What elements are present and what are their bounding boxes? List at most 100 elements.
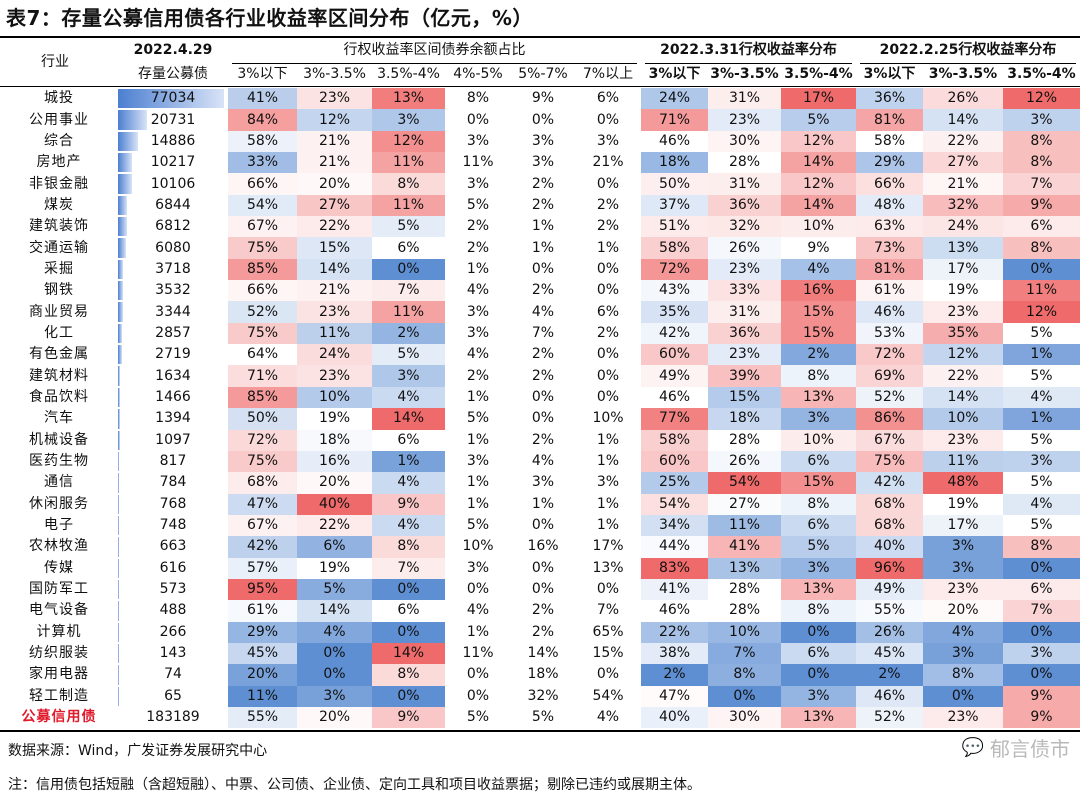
value-cell-d0331-2: 8% — [781, 493, 856, 515]
value-cell-d0331-1: 26% — [708, 237, 781, 259]
table-row: 计算机 266 29% 4% 0% 1% 2% 65% 22% 10% 0% 26% 4% 0% — [0, 621, 1080, 643]
value-cell-d0331-0: 2% — [641, 664, 708, 686]
value-cell-share-5: 0% — [596, 111, 620, 128]
value-cell-share-3: 0% — [466, 666, 490, 683]
industry-cell: 汽车 — [44, 410, 74, 427]
value-cell-d0225-2: 12% — [1003, 88, 1080, 110]
value-cell-d0225-2: 7% — [1003, 600, 1080, 622]
value-cell-share-4: 0% — [531, 559, 555, 576]
value-cell-share-2: 8% — [372, 536, 445, 558]
value-cell-d0225-2: 0% — [1003, 621, 1080, 643]
industry-cell: 有色金属 — [29, 346, 89, 363]
value-cell-share-1: 21% — [297, 152, 372, 174]
value-cell-d0225-1: 14% — [923, 386, 1003, 409]
value-cell-d0331-1: 54% — [708, 472, 781, 494]
value-cell-share-1: 23% — [297, 88, 372, 110]
value-cell-share-2: 1% — [372, 450, 445, 473]
value-cell-d0331-2: 13% — [781, 578, 856, 601]
value-cell-d0331-0: 47% — [641, 685, 708, 707]
value-cell-d0225-1: 4% — [923, 621, 1003, 643]
value-cell-share-5: 0% — [596, 282, 620, 299]
value-cell-share-0: 84% — [228, 109, 297, 131]
value-cell-share-4: 2% — [531, 175, 555, 192]
value-cell-share-0: 61% — [228, 600, 297, 622]
subheader-dist-0331-cols-2: 3.5%-4% — [784, 66, 853, 82]
table-row: 交通运输 6080 75% 15% 6% 2% 1% 1% 58% 26% 9% 73% 13% 8% — [0, 237, 1080, 259]
value-cell-d0331-2: 6% — [781, 642, 856, 665]
value-cell-share-3: 4% — [466, 282, 490, 299]
industry-cell: 建筑装饰 — [29, 218, 89, 235]
value-cell-d0225-0: 52% — [856, 386, 923, 409]
value-cell-d0225-1: 23% — [923, 578, 1003, 601]
value-cell-share-0: 71% — [228, 365, 297, 387]
watermark: 💬 郁言债市 — [962, 733, 1070, 762]
value-cell-share-3: 8% — [466, 90, 490, 107]
value-cell-d0331-0: 54% — [641, 493, 708, 515]
value-cell-share-2: 14% — [372, 408, 445, 430]
stock-value: 3718 — [155, 260, 191, 277]
value-cell-share-3: 4% — [466, 602, 490, 619]
value-cell-d0331-1: 28% — [708, 600, 781, 622]
industry-cell: 交通运输 — [29, 239, 89, 256]
stock-cell: 663 — [118, 536, 228, 557]
stock-cell: 1097 — [118, 430, 228, 451]
stock-data-bar — [118, 579, 119, 600]
table-row: 汽车 1394 50% 19% 14% 5% 0% 10% 77% 18% 3% 86% 10% 1% — [0, 408, 1080, 430]
industry-cell: 食品饮料 — [29, 388, 89, 405]
value-cell-d0331-0: 58% — [641, 237, 708, 259]
value-cell-d0225-1: 3% — [923, 642, 1003, 665]
industry-cell: 化工 — [44, 324, 74, 341]
value-cell-d0225-1: 26% — [923, 88, 1003, 110]
stock-cell: 77034 — [118, 88, 228, 109]
value-cell-share-1: 6% — [297, 536, 372, 558]
value-cell-share-4: 9% — [531, 90, 555, 107]
stock-data-bar — [118, 302, 123, 322]
value-cell-d0225-0: 69% — [856, 365, 923, 387]
value-cell-d0331-0: 35% — [641, 301, 708, 323]
subheader-share-cols-5: 7%以上 — [582, 66, 634, 82]
value-cell-share-0: 75% — [228, 237, 297, 259]
value-cell-d0225-1: 24% — [923, 216, 1003, 238]
value-cell-share-2: 0% — [372, 258, 445, 281]
value-cell-d0331-2: 9% — [781, 237, 856, 259]
table-row: 电气设备 488 61% 14% 6% 4% 2% 7% 46% 28% 8% 55% 20% 7% — [0, 600, 1080, 622]
value-cell-d0331-1: 15% — [708, 386, 781, 409]
value-cell-d0225-2: 5% — [1003, 429, 1080, 451]
value-cell-d0225-1: 22% — [923, 130, 1003, 153]
value-cell-d0331-2: 4% — [781, 258, 856, 281]
table-row: 建筑材料 1634 71% 23% 3% 2% 2% 0% 49% 39% 8% 69% 22% 5% — [0, 365, 1080, 387]
value-cell-share-4: 5% — [531, 709, 555, 726]
value-cell-d0331-1: 8% — [708, 664, 781, 686]
value-cell-share-4: 2% — [531, 431, 555, 448]
table-row: 采掘 3718 85% 14% 0% 1% 0% 0% 72% 23% 4% 81% 17% 0% — [0, 258, 1080, 281]
stock-data-bar — [118, 409, 120, 429]
value-cell-d0331-2: 6% — [781, 514, 856, 537]
value-cell-d0331-2: 13% — [781, 706, 856, 729]
stock-value: 488 — [159, 602, 187, 619]
value-cell-share-0: 66% — [228, 173, 297, 195]
value-cell-d0331-0: 71% — [641, 109, 708, 131]
value-cell-d0225-2: 8% — [1003, 130, 1080, 153]
value-cell-d0225-0: 45% — [856, 642, 923, 665]
value-cell-share-1: 22% — [297, 216, 372, 238]
value-cell-share-3: 1% — [466, 623, 490, 640]
value-cell-d0225-1: 20% — [923, 600, 1003, 622]
value-cell-d0331-1: 28% — [708, 578, 781, 601]
value-cell-share-2: 13% — [372, 88, 445, 110]
value-cell-share-3: 3% — [466, 453, 490, 470]
value-cell-share-0: 72% — [228, 429, 297, 451]
value-cell-d0331-0: 37% — [641, 194, 708, 217]
value-cell-share-1: 20% — [297, 706, 372, 729]
value-cell-d0225-2: 1% — [1003, 344, 1080, 366]
value-cell-d0331-0: 22% — [641, 621, 708, 643]
value-cell-d0225-2: 3% — [1003, 109, 1080, 131]
stock-cell: 3718 — [118, 259, 228, 280]
value-cell-share-1: 19% — [297, 557, 372, 579]
group-underline-share — [232, 63, 637, 64]
stock-value: 183189 — [146, 709, 200, 726]
stock-cell: 488 — [118, 600, 228, 621]
value-cell-share-1: 0% — [297, 664, 372, 686]
value-cell-d0331-0: 25% — [641, 472, 708, 494]
value-cell-d0225-0: 46% — [856, 301, 923, 323]
stock-cell: 65 — [118, 686, 228, 707]
